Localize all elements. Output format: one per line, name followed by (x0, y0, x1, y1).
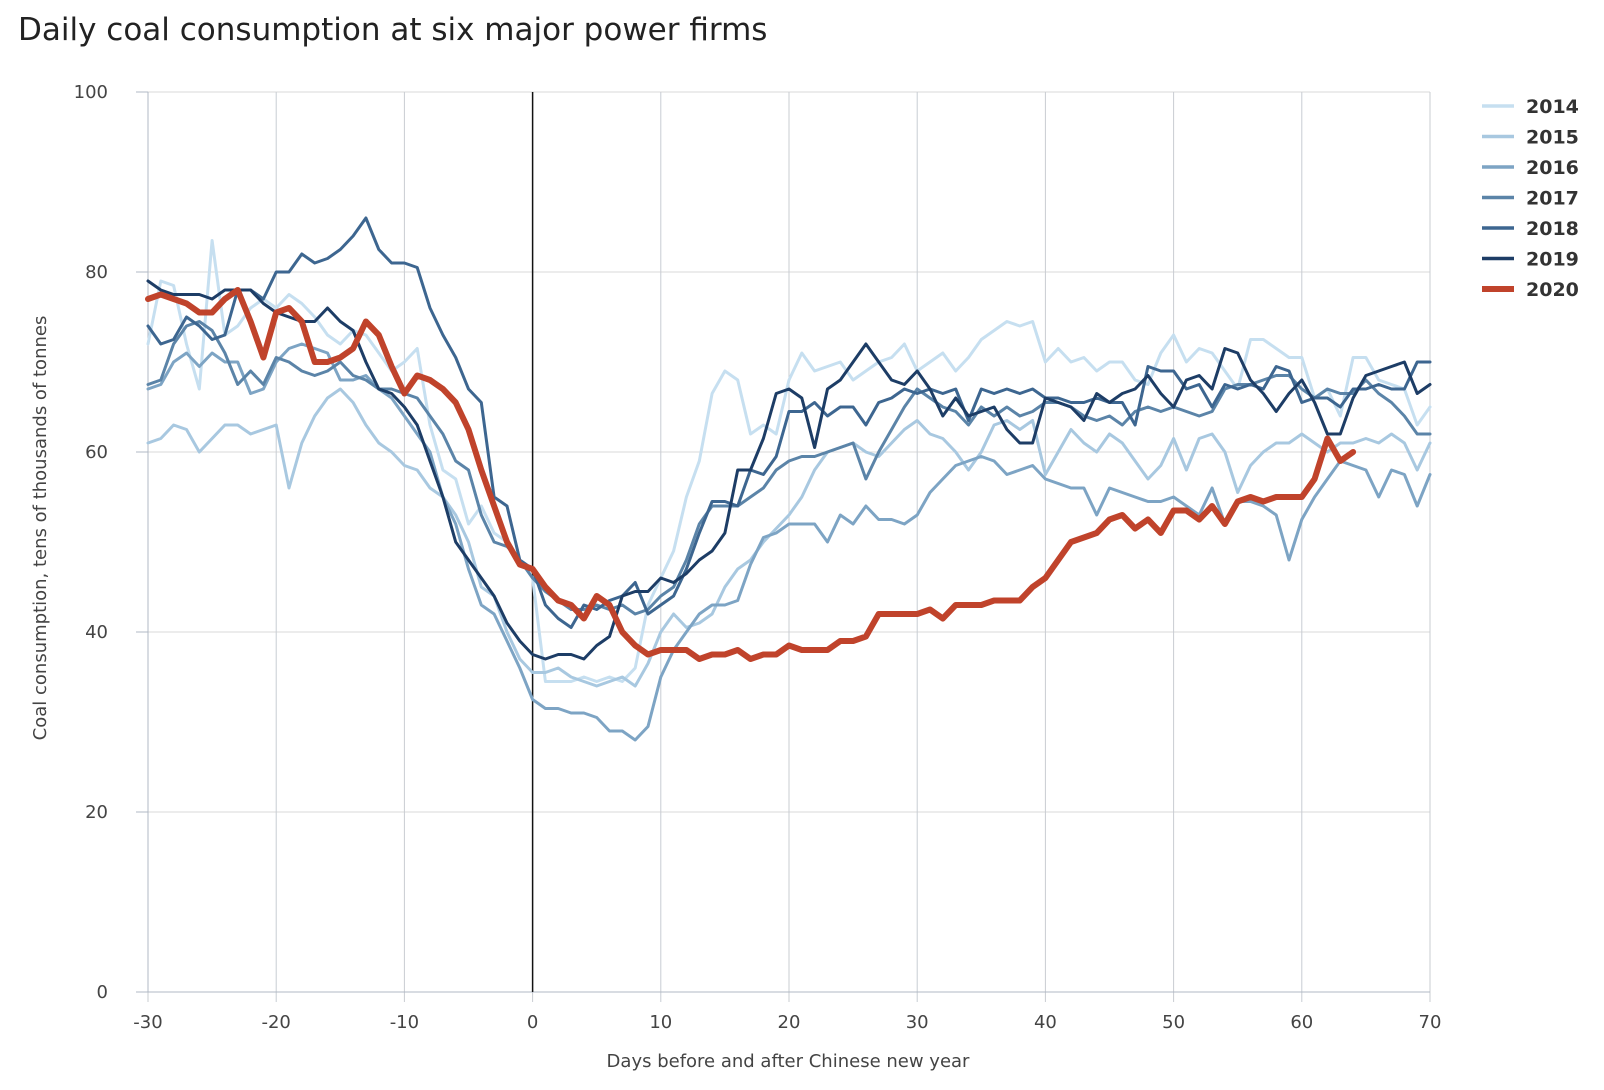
x-tick-label: 60 (1290, 1012, 1313, 1033)
axes: 0 20 40 60 80 100 -30 -20 -10 0 10 20 30 40 50 60 70 (74, 82, 1442, 1033)
series-lines (145, 216, 1432, 742)
series-line-2019 (146, 279, 1432, 661)
y-tick-label: 20 (85, 802, 108, 823)
legend-label-2016: 2016 (1526, 157, 1579, 179)
series-line-2017 (146, 320, 1432, 616)
x-tick-label: -10 (390, 1012, 419, 1033)
legend-label-2019: 2019 (1526, 249, 1579, 271)
x-tick-label: 40 (1034, 1012, 1057, 1033)
y-tick-label: 60 (85, 442, 108, 463)
x-tick-label: 70 (1419, 1012, 1442, 1033)
x-tick-label: -20 (261, 1012, 290, 1033)
legend: 2014 2015 2016 2017 2018 2019 2020 (1482, 96, 1579, 301)
y-tick-label: 80 (85, 262, 108, 283)
y-axis-label: Coal consumption, tens of thousands of t… (30, 316, 51, 741)
legend-label-2018: 2018 (1526, 218, 1579, 240)
x-tick-label: 10 (649, 1012, 672, 1033)
x-axis-label: Days before and after Chinese new year (607, 1051, 971, 1072)
chart-title: Daily coal consumption at six major powe… (18, 12, 768, 48)
series-line-2018 (146, 216, 1432, 629)
y-tick-label: 100 (74, 82, 108, 103)
series-line-2020 (145, 287, 1357, 662)
legend-label-2014: 2014 (1526, 96, 1579, 118)
legend-label-2015: 2015 (1526, 127, 1579, 149)
series-line-2015 (146, 387, 1432, 688)
y-tick-label: 40 (85, 622, 108, 643)
x-tick-label: 0 (527, 1012, 538, 1033)
legend-label-2017: 2017 (1526, 188, 1579, 210)
gridlines (147, 91, 1431, 1002)
x-tick-label: 30 (906, 1012, 929, 1033)
y-tick-label: 0 (97, 982, 108, 1003)
x-tick-label: 50 (1162, 1012, 1185, 1033)
legend-label-2020: 2020 (1526, 279, 1579, 301)
x-tick-label: -30 (133, 1012, 162, 1033)
x-tick-label: 20 (778, 1012, 801, 1033)
